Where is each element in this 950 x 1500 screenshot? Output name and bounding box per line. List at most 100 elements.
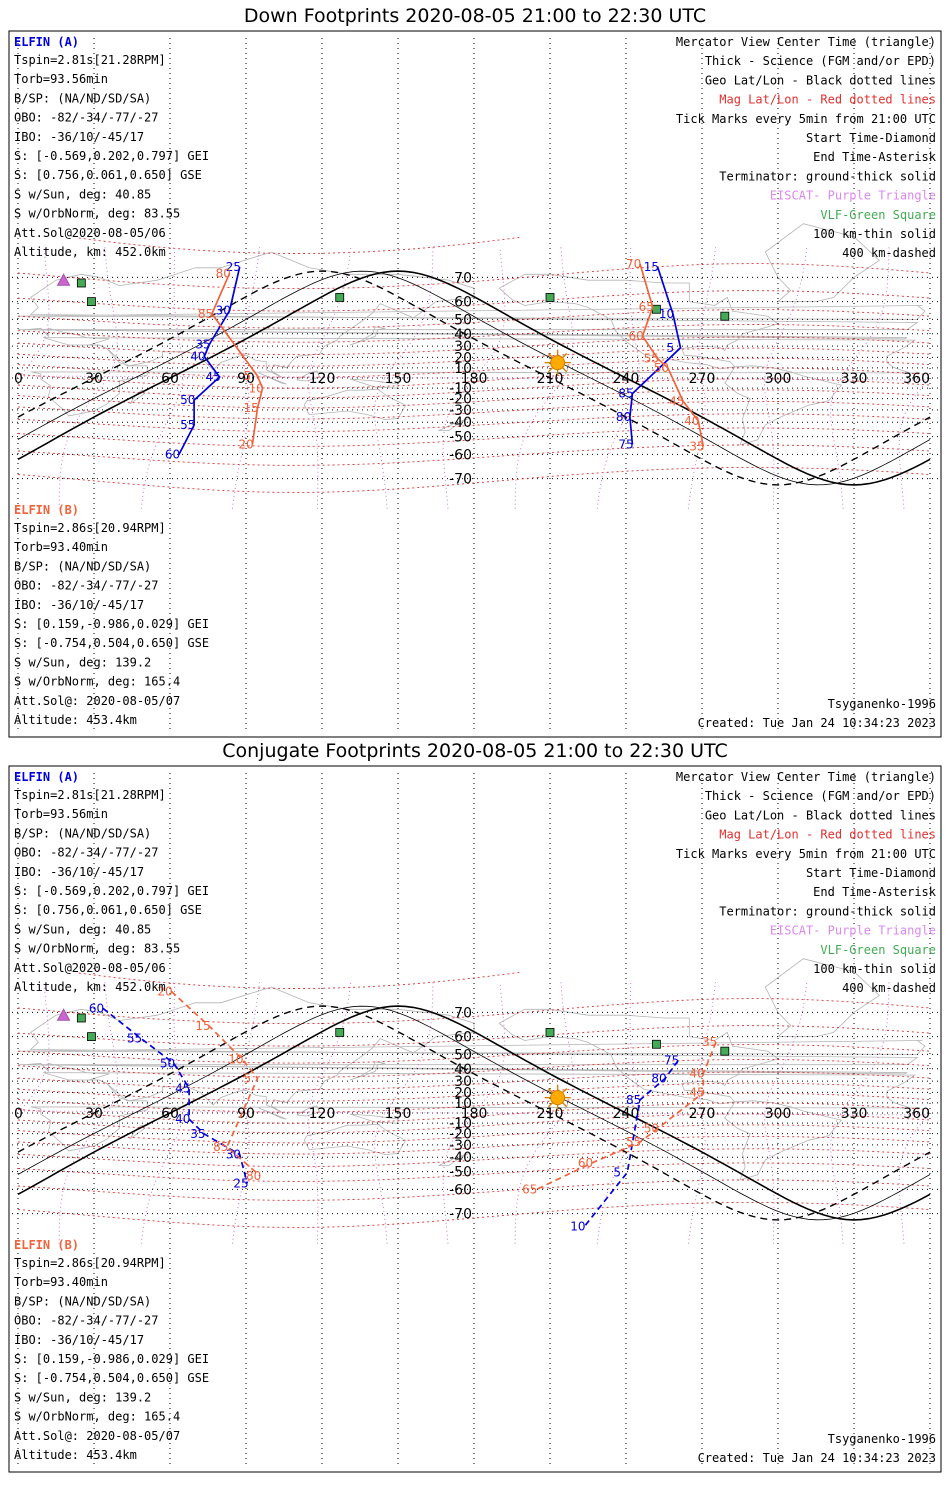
- elfin-b-info-line: Tspin=2.86s[20.94RPM]: [14, 1256, 166, 1270]
- lat-tick-label: -20: [449, 1127, 472, 1143]
- legend-line: Tick Marks every 5min from 21:00 UTC: [676, 847, 936, 861]
- lon-tick-label: 210: [537, 371, 564, 387]
- elfin-b-info-line: B/SP: (NA/ND/SD/SA): [14, 1294, 151, 1308]
- legend-line: EISCAT- Purple Triangle: [770, 189, 936, 203]
- mag-parallel: [78, 971, 520, 989]
- mag-parallel: [17, 1124, 931, 1144]
- track-time-label: 10: [228, 1052, 243, 1066]
- model-label: Tsyganenko-1996: [828, 697, 936, 711]
- elfin-b-track: [210, 272, 264, 445]
- track-time-label: 75: [664, 1054, 679, 1068]
- track-time-label: 5: [613, 1166, 621, 1180]
- eiscat-triangle: [56, 273, 71, 286]
- elfin-a-track: [178, 266, 241, 455]
- lon-tick-label: 210: [537, 1106, 564, 1122]
- lat-tick-label: -50: [449, 430, 472, 446]
- mag-parallel: [17, 263, 931, 290]
- mag-parallel: [17, 1179, 931, 1201]
- track-time-label: 30: [216, 303, 231, 317]
- track-time-label: 80: [616, 410, 631, 424]
- mag-parallel: [17, 444, 931, 466]
- lat-tick-label: 40: [454, 327, 472, 343]
- elfin-b-track: [535, 1041, 717, 1191]
- vlf-station-square: [545, 1028, 555, 1037]
- track-time-label: 45: [689, 1086, 704, 1100]
- track-time-label: 5: [667, 341, 675, 355]
- mag-parallel: [17, 400, 931, 420]
- elfin-b-info-line: Altitude: 453.4km: [14, 713, 137, 727]
- track-time-label: 20: [157, 984, 172, 998]
- sun-icon: [550, 1090, 566, 1106]
- lon-tick-label: 360: [903, 371, 930, 387]
- coastline: [296, 1105, 321, 1117]
- elfin-b-track: [639, 263, 705, 447]
- elfin-b-info-line: IBO: -36/10/-45/17: [14, 1333, 144, 1347]
- elfin-a-track: [102, 1007, 249, 1184]
- elfin-b-info-line: S: [-0.754,0.504,0.650] GSE: [14, 1371, 209, 1385]
- elfin-a-info-line: S: [0.756,0.061,0.650] GSE: [14, 168, 202, 182]
- elfin-b-info-line: OBO: -82/-34/-77/-27: [14, 579, 159, 593]
- elfin-b-track: [170, 990, 261, 1177]
- elfin-a-header: ELFIN (A): [14, 770, 79, 784]
- legend-line: Thick - Science (FGM and/or EPD): [705, 789, 936, 803]
- elfin-b-info-line: S: [-0.754,0.504,0.650] GSE: [14, 636, 209, 650]
- mag-parallel: [17, 1044, 931, 1064]
- mag-parallel: [17, 413, 931, 432]
- track-time-label: 55: [127, 1031, 142, 1045]
- track-time-label: 40: [175, 1112, 190, 1126]
- mag-parallel: [17, 1135, 931, 1155]
- mag-meridian: [140, 982, 184, 1244]
- lat-tick-label: 30: [454, 339, 472, 355]
- track-time-label: 40: [190, 350, 205, 364]
- elfin-a-info-line: Tspin=2.81s[21.28RPM]: [14, 788, 166, 802]
- coastline: [438, 1153, 470, 1167]
- elfin-b-info-line: B/SP: (NA/ND/SD/SA): [14, 559, 151, 573]
- track-time-label: 55: [626, 1135, 641, 1149]
- lon-tick-label: 180: [461, 1106, 488, 1122]
- terminator-ground: [17, 270, 931, 486]
- elfin-a-info-line: Torb=93.56min: [14, 72, 108, 86]
- coastline: [724, 1100, 843, 1181]
- lat-tick-label: -30: [449, 1138, 472, 1154]
- elfin-b-info-line: S w/Sun, deg: 139.2: [14, 1390, 151, 1404]
- lat-tick-label: 20: [454, 1085, 472, 1101]
- mag-meridian: [596, 982, 640, 1244]
- lon-tick-label: 330: [841, 371, 868, 387]
- coastline: [303, 1123, 407, 1156]
- lat-tick-label: 70: [454, 270, 472, 286]
- lon-tick-label: 150: [385, 1106, 412, 1122]
- lat-tick-label: 10: [454, 361, 472, 377]
- lon-tick-label: 60: [161, 371, 179, 387]
- lon-tick-label: 0: [14, 371, 23, 387]
- terminator-ground: [17, 1005, 931, 1221]
- elfin-a-info-line: S w/OrbNorm, deg: 83.55: [14, 942, 180, 956]
- track-time-label: 60: [629, 329, 644, 343]
- track-time-label: 65: [522, 1183, 537, 1197]
- lat-tick-label: -50: [449, 1165, 472, 1181]
- mag-parallel: [17, 1113, 931, 1134]
- vlf-station-square: [720, 311, 730, 321]
- vlf-station-square: [335, 1028, 345, 1037]
- elfin-a-info-line: Altitude, km: 452.0km: [14, 245, 166, 259]
- mag-parallel: [17, 389, 931, 409]
- legend-line: 400 km-dashed: [842, 246, 936, 260]
- mag-meridian: [764, 247, 808, 509]
- elfin-b-info-line: IBO: -36/10/-45/17: [14, 598, 144, 612]
- elfin-b-info-line: Tspin=2.86s[20.94RPM]: [14, 521, 166, 535]
- lat-tick-label: -70: [449, 472, 472, 488]
- legend-line: EISCAT- Purple Triangle: [770, 924, 936, 938]
- lat-tick-label: 10: [454, 1096, 472, 1112]
- legend-line: Mag Lat/Lon - Red dotted lines: [719, 93, 936, 107]
- elfin-b-info-line: Altitude: 453.4km: [14, 1448, 137, 1462]
- elfin-a-info-line: B/SP: (NA/ND/SD/SA): [14, 826, 151, 840]
- track-time-label: 35: [689, 439, 704, 453]
- mag-parallel: [17, 1162, 931, 1182]
- track-time-label: 15: [195, 1019, 210, 1033]
- elfin-a-info-line: Torb=93.56min: [14, 807, 108, 821]
- lat-tick-label: -10: [449, 381, 472, 397]
- track-time-label: 50: [644, 1122, 659, 1136]
- track-time-label: 20: [238, 438, 253, 452]
- coastline: [764, 958, 880, 1038]
- elfin-a-info-line: Altitude, km: 452.0km: [14, 980, 166, 994]
- track-time-label: 55: [180, 418, 195, 432]
